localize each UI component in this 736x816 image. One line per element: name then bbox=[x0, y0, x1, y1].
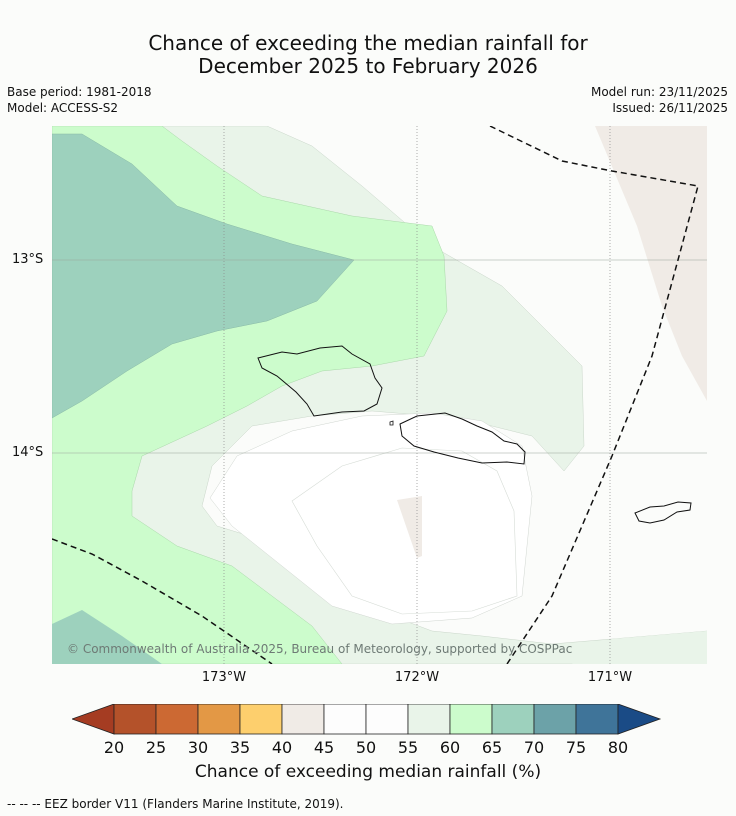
colorbar-cell bbox=[407, 704, 451, 735]
colorbar-tick-label: 65 bbox=[481, 738, 503, 757]
rainfall-map[interactable]: © Commonwealth of Australia 2025, Bureau… bbox=[52, 126, 707, 664]
issued-date: Issued: 26/11/2025 bbox=[612, 101, 728, 115]
lon-label-171w: 171°W bbox=[587, 670, 633, 685]
colorbar bbox=[72, 704, 662, 735]
zone-50-55-core bbox=[209, 412, 533, 625]
colorbar-tick-label: 75 bbox=[565, 738, 587, 757]
colorbar-tick-label: 55 bbox=[397, 738, 419, 757]
colorbar-cell bbox=[449, 704, 493, 735]
zone-50-55-inner bbox=[291, 447, 518, 615]
zone-40-45-south bbox=[397, 496, 422, 558]
colorbar-cell bbox=[113, 704, 157, 735]
lon-label-173w: 173°W bbox=[201, 670, 247, 685]
zone-60-65-east bbox=[572, 631, 707, 664]
base-period: Base period: 1981-2018 bbox=[7, 85, 152, 99]
zone-70-75 bbox=[52, 133, 355, 419]
colorbar-tick-label: 80 bbox=[607, 738, 629, 757]
savaii-island bbox=[257, 345, 383, 417]
colorbar-cell bbox=[197, 704, 241, 735]
colorbar-tick-label: 20 bbox=[103, 738, 125, 757]
model-run: Model run: 23/11/2025 bbox=[590, 85, 728, 99]
colorbar-tick-label: 70 bbox=[523, 738, 545, 757]
colorbar-tick-label: 60 bbox=[439, 738, 461, 757]
colorbar-cell bbox=[281, 704, 325, 735]
colorbar-cell bbox=[491, 704, 535, 735]
copyright-credit: © Commonwealth of Australia 2025, Bureau… bbox=[67, 642, 573, 656]
colorbar-cell bbox=[575, 704, 619, 735]
colorbar-tick-label: 30 bbox=[187, 738, 209, 757]
colorbar-arrow-high bbox=[617, 704, 662, 735]
zone-40-45-east bbox=[595, 126, 707, 401]
lon-label-172w: 172°W bbox=[394, 670, 440, 685]
colorbar-label: Chance of exceeding median rainfall (%) bbox=[194, 762, 542, 782]
colorbar-cell bbox=[239, 704, 283, 735]
eez-legend-note: -- -- -- EEZ border V11 (Flanders Marine… bbox=[7, 797, 344, 811]
lat-label-14s: 14°S bbox=[12, 445, 44, 460]
colorbar-tick-label: 40 bbox=[271, 738, 293, 757]
colorbar-cell bbox=[365, 704, 409, 735]
chart-title-line2: December 2025 to February 2026 bbox=[198, 54, 538, 78]
colorbar-cell bbox=[323, 704, 367, 735]
colorbar-cell bbox=[155, 704, 199, 735]
colorbar-tick-label: 25 bbox=[145, 738, 167, 757]
model-name: Model: ACCESS-S2 bbox=[7, 101, 119, 115]
tutuila-island bbox=[634, 501, 692, 524]
chart-title-line1: Chance of exceeding the median rainfall … bbox=[148, 31, 588, 55]
manono-island bbox=[389, 420, 394, 426]
lat-label-13s: 13°S bbox=[12, 252, 44, 267]
colorbar-tick-label: 50 bbox=[355, 738, 377, 757]
colorbar-tick-label: 45 bbox=[313, 738, 335, 757]
upolu-island bbox=[399, 412, 526, 465]
colorbar-arrow-low bbox=[72, 704, 115, 735]
colorbar-tick-label: 35 bbox=[229, 738, 251, 757]
zone-70-75-south bbox=[52, 610, 162, 664]
colorbar-cell bbox=[533, 704, 577, 735]
map-svg bbox=[52, 126, 707, 664]
